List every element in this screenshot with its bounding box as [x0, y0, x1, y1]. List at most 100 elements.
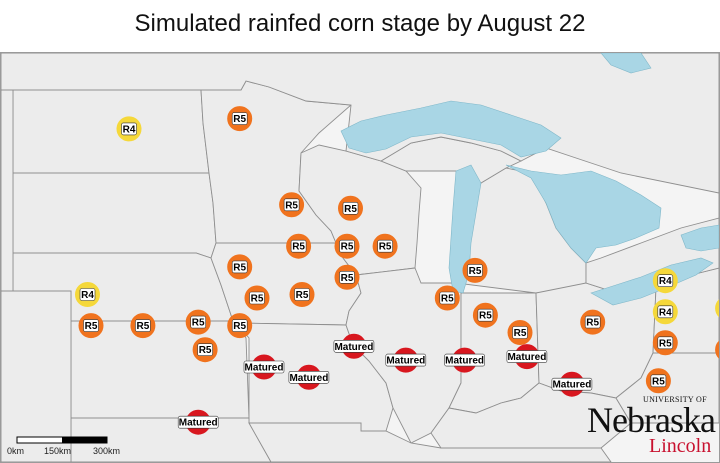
map-canvas: R4 R5 R5 R5 R5 R5 R5 R5 R5 R4 R5 R5 R5 R5 R5 R5 R5 R5 R5 R5… — [1, 53, 719, 462]
site-marker: R5 — [645, 368, 671, 394]
site-label: R5 — [514, 328, 527, 339]
site-label: R5 — [251, 294, 264, 305]
site-label-box — [477, 308, 494, 322]
site-label-box — [177, 415, 219, 429]
site-marker: R5 — [652, 330, 678, 356]
site-marker: Matured — [177, 409, 219, 435]
scale-bar — [16, 436, 108, 444]
site-label: Matured — [245, 363, 284, 374]
site-dot-r5 — [715, 340, 719, 359]
unl-logo: UNIVERSITY OF Nebraska Lincoln — [585, 393, 716, 461]
lake-ontario — [680, 224, 719, 252]
site-label-box — [506, 350, 548, 363]
map-title: Simulated rainfed corn stage by August 2… — [134, 10, 586, 37]
site-marker: Matured — [551, 371, 593, 397]
scale-bar-fill — [62, 437, 107, 443]
site-label-box — [657, 336, 674, 350]
site-label-box — [584, 315, 601, 329]
site-marker: R5 — [507, 320, 533, 345]
site-label-box — [657, 305, 674, 319]
lake-michigan — [448, 164, 482, 294]
site-label-box — [283, 198, 300, 212]
site-label: R4 — [81, 290, 94, 301]
site-marker: R5 — [338, 195, 363, 221]
state-north-dakota — [12, 89, 210, 174]
site-label-box — [79, 288, 96, 301]
site-marker: R5 — [244, 285, 270, 311]
site-marker: R5 — [227, 106, 253, 132]
state-colorado-edge — [1, 290, 72, 462]
site-label-box — [657, 274, 674, 287]
site-label: R4 — [123, 124, 136, 135]
site-marker: R5 — [192, 337, 218, 363]
site-label: R5 — [341, 242, 354, 253]
site-marker: R4 — [715, 299, 719, 318]
site-label: R5 — [379, 242, 392, 253]
site-marker: R5 — [286, 233, 312, 259]
site-label-box — [135, 319, 151, 332]
site-label: R5 — [137, 321, 150, 332]
site-marker: Matured — [385, 347, 427, 373]
lake-huron — [505, 164, 662, 264]
site-marker: R4 — [652, 299, 678, 325]
site-label-box — [650, 374, 667, 388]
site-label-box — [83, 319, 99, 332]
site-label: R5 — [233, 262, 246, 273]
site-label: R5 — [344, 204, 357, 215]
site-marker: Matured — [444, 347, 485, 373]
site-label: R5 — [296, 290, 309, 301]
site-marker: R5 — [472, 302, 498, 328]
site-label-box — [551, 377, 593, 391]
site-marker: R5 — [78, 313, 104, 339]
site-marker: Matured — [243, 354, 285, 380]
site-marker: R5 — [715, 340, 719, 359]
site-label: R5 — [652, 376, 665, 387]
site-label-box — [121, 122, 137, 136]
site-label: R5 — [192, 318, 205, 329]
site-label: R5 — [469, 266, 482, 277]
state-south-dakota — [12, 172, 217, 259]
site-label-box — [339, 239, 355, 253]
scale-label-150: 150km — [44, 446, 72, 456]
site-marker: Matured — [333, 333, 375, 359]
site-label-box — [197, 343, 213, 357]
site-label: Matured — [386, 356, 425, 367]
state-west-edge — [1, 89, 14, 292]
site-label: R5 — [441, 294, 454, 305]
logo-lincoln: Lincoln — [649, 435, 712, 457]
site-label-box — [231, 112, 248, 125]
site-label-box — [342, 202, 359, 215]
site-label-box — [243, 360, 285, 374]
site-label-box — [249, 291, 265, 305]
site-marker: R5 — [227, 313, 253, 339]
site-label-box — [439, 291, 456, 305]
site-marker: R5 — [372, 233, 398, 259]
site-label: Matured — [179, 418, 218, 429]
site-label: R5 — [586, 318, 599, 329]
site-label-box — [231, 319, 248, 332]
site-marker: R4 — [116, 116, 142, 142]
site-marker: R5 — [185, 309, 211, 335]
site-marker: R5 — [279, 192, 305, 218]
site-markers: R4 R5 R5 R5 R5 R5 R5 R5 R5 R4 R5 R5 R5 R5 R5 R5 R5 R5 R5 R5… — [75, 106, 719, 435]
site-label-box — [290, 239, 307, 253]
lake-winnipeg-edge — [600, 53, 652, 74]
site-label: Matured — [334, 342, 373, 353]
site-label-box — [467, 264, 483, 277]
site-dot-r4 — [715, 299, 719, 318]
site-marker: R4 — [652, 268, 678, 294]
scale-label-0: 0km — [7, 446, 25, 456]
site-label: R4 — [659, 307, 672, 318]
site-label: R5 — [233, 321, 246, 332]
site-label: Matured — [289, 373, 328, 384]
site-label: R5 — [341, 273, 354, 284]
site-marker: R5 — [462, 257, 488, 283]
site-label: R5 — [292, 242, 305, 253]
site-label-box — [512, 326, 528, 339]
site-marker: R5 — [130, 313, 156, 339]
site-label-box — [190, 315, 206, 329]
site-label-box — [444, 353, 485, 367]
lake-erie — [590, 257, 714, 306]
site-label-box — [294, 288, 310, 301]
site-label: Matured — [507, 352, 546, 363]
